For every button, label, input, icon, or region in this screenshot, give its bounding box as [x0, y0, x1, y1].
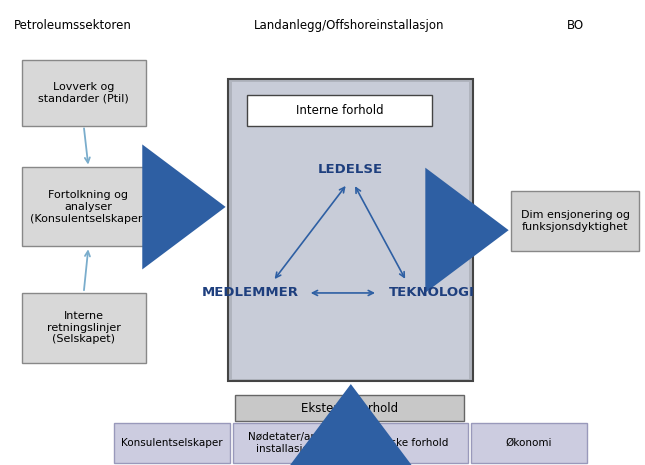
FancyBboxPatch shape [22, 60, 146, 126]
Text: Landanlegg/Offshoreinstallasjon: Landanlegg/Offshoreinstallasjon [254, 19, 444, 32]
FancyBboxPatch shape [22, 167, 155, 246]
Text: Eksterne forhold: Eksterne forhold [301, 402, 398, 414]
FancyBboxPatch shape [235, 395, 464, 421]
FancyBboxPatch shape [511, 191, 639, 251]
FancyBboxPatch shape [114, 423, 230, 463]
Text: Fysiske forhold: Fysiske forhold [372, 438, 449, 448]
Text: BO: BO [566, 19, 584, 32]
FancyBboxPatch shape [22, 293, 146, 363]
Text: Fortolkning og
analyser
(Konsulentselskaper): Fortolkning og analyser (Konsulentselska… [30, 190, 147, 224]
FancyBboxPatch shape [352, 423, 468, 463]
FancyBboxPatch shape [471, 423, 587, 463]
Text: TEKNOLOGI: TEKNOLOGI [389, 286, 475, 299]
FancyBboxPatch shape [228, 79, 473, 381]
Text: Økonomi: Økonomi [506, 438, 552, 448]
Text: Konsulentselskaper: Konsulentselskaper [121, 438, 223, 448]
Text: Interne
retningslinjer
(Selskapet): Interne retningslinjer (Selskapet) [46, 311, 121, 345]
FancyBboxPatch shape [233, 423, 349, 463]
Text: Interne forhold: Interne forhold [296, 104, 384, 117]
Text: Nødetater/andre
installasjoner: Nødetater/andre installasjoner [248, 432, 334, 454]
FancyBboxPatch shape [248, 95, 432, 126]
Text: LEDELSE: LEDELSE [318, 163, 383, 176]
Text: MEDLEMMER: MEDLEMMER [202, 286, 299, 299]
Text: Dim ensjonering og
funksjonsdyktighet: Dim ensjonering og funksjonsdyktighet [521, 210, 630, 232]
FancyBboxPatch shape [232, 82, 470, 379]
Text: Petroleumssektoren: Petroleumssektoren [14, 19, 132, 32]
Text: Lovverk og
standarder (Ptil): Lovverk og standarder (Ptil) [38, 82, 129, 104]
